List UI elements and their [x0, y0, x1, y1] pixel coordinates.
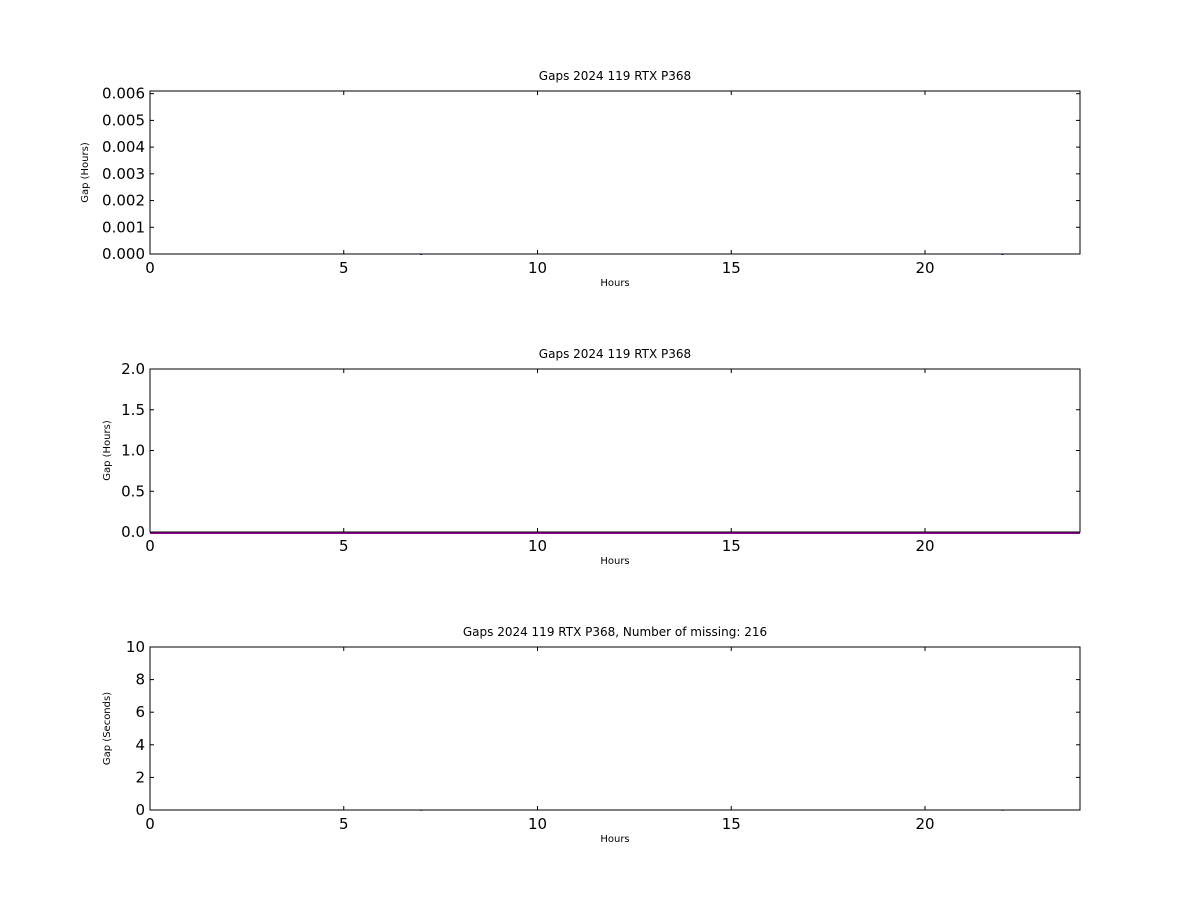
x-tick-label: 20: [915, 815, 934, 833]
x-tick-label: 10: [528, 537, 547, 555]
x-tick-label: 0: [145, 259, 155, 277]
x-tick-label: 15: [722, 537, 741, 555]
y-tick-label: 10: [126, 638, 145, 656]
x-tick-label: 20: [915, 537, 934, 555]
x-tick-label: 10: [528, 259, 547, 277]
y-tick-label: 0.0: [121, 523, 145, 541]
y-tick-label: 0.002: [102, 192, 145, 210]
axes-frame: [149, 368, 1081, 533]
y-axis-label: Gap (Seconds): [102, 692, 113, 765]
y-tick-label: 2: [135, 768, 145, 786]
y-axis-label: Gap (Hours): [80, 142, 91, 203]
y-tick-label: 0.004: [102, 138, 145, 156]
chart-title: Gaps 2024 119 RTX P368: [539, 347, 691, 361]
x-tick-label: 5: [339, 815, 349, 833]
x-axis-label: Hours: [600, 834, 629, 845]
axes-frame: [149, 646, 1081, 811]
y-tick-label: 4: [135, 736, 145, 754]
y-tick-label: 8: [135, 671, 145, 689]
x-tick-label: 5: [339, 537, 349, 555]
y-tick-label: 0.5: [121, 482, 145, 500]
x-tick-label: 0: [145, 815, 155, 833]
y-tick-label: 0.006: [102, 85, 145, 103]
chart-1: 0 5 10 15 20 0.000 0.001 0.002 0.003 0.004 0.005 0.…: [80, 69, 1081, 289]
x-tick-label: 10: [528, 815, 547, 833]
y-tick-label: 0.005: [102, 111, 145, 129]
y-tick-label: 0: [135, 801, 145, 819]
y-tick-label: 6: [135, 703, 145, 721]
y-tick-label: 1.0: [121, 442, 145, 460]
y-tick-label: 0.003: [102, 165, 145, 183]
x-tick-label: 15: [722, 815, 741, 833]
x-tick-label: 15: [722, 259, 741, 277]
x-axis-label: Hours: [600, 556, 629, 567]
x-tick-label: 5: [339, 259, 349, 277]
axes-frame: [149, 90, 1081, 255]
y-axis-label: Gap (Hours): [102, 420, 113, 481]
x-tick-label: 20: [915, 259, 934, 277]
x-axis-label: Hours: [600, 278, 629, 289]
y-tick-label: 2.0: [121, 360, 145, 378]
y-tick-label: 0.001: [102, 218, 145, 236]
x-tick-label: 0: [145, 537, 155, 555]
chart-title: Gaps 2024 119 RTX P368: [539, 69, 691, 83]
chart-3: 0 5 10 15 20 0 2 4 6 8 10 Gaps 2024 119 RTX P368, N…: [102, 625, 1081, 845]
y-tick-label: 0.000: [102, 245, 145, 263]
chart-2: 0 5 10 15 20 0.0 0.5 1.0 1.5 2.0 Gaps 2024 119 RTX…: [102, 347, 1081, 567]
chart-title: Gaps 2024 119 RTX P368, Number of missin…: [463, 625, 767, 639]
y-tick-label: 1.5: [121, 401, 145, 419]
